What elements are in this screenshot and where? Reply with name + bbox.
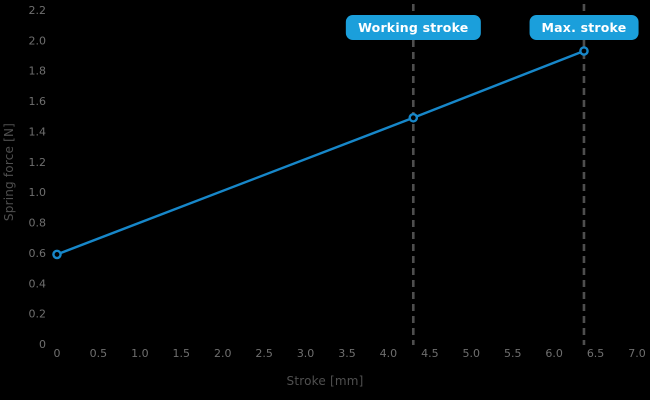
x-tick-label: 0.5 [90, 347, 108, 360]
working-stroke-annotation-box: Working stroke [346, 15, 481, 40]
x-tick-label: 6.0 [545, 347, 563, 360]
series-line [56, 49, 585, 256]
y-tick-label: 2.2 [29, 4, 47, 17]
x-tick-label: 4.0 [380, 347, 398, 360]
y-tick-label: 0 [39, 338, 46, 351]
x-tick-label: 0 [54, 347, 61, 360]
x-tick-label: 5.0 [463, 347, 481, 360]
x-tick-label: 3.5 [338, 347, 356, 360]
y-tick-label: 1.2 [29, 156, 47, 169]
x-tick-label: 6.5 [587, 347, 605, 360]
max-stroke-annotation-box: Max. stroke [529, 15, 639, 40]
y-axis-label: Spring force [N] [2, 122, 16, 222]
data-point-marker [408, 112, 419, 123]
x-tick-label: 7.0 [628, 347, 646, 360]
y-tick-label: 1.6 [29, 95, 47, 108]
y-tick-label: 1.0 [29, 186, 47, 199]
x-tick-label: 1.5 [173, 347, 191, 360]
y-tick-label: 1.8 [29, 65, 47, 78]
x-tick-label: 4.5 [421, 347, 439, 360]
data-point-marker [579, 46, 589, 56]
x-tick-label: 2.0 [214, 347, 232, 360]
x-axis-label: Stroke [mm] [286, 374, 364, 388]
y-tick-label: 0.4 [29, 277, 47, 290]
x-tick-label: 3.0 [297, 347, 315, 360]
x-tick-label: 2.5 [255, 347, 273, 360]
x-tick-label: 1.0 [131, 347, 149, 360]
y-tick-label: 1.4 [29, 125, 47, 138]
x-tick-label: 5.5 [504, 347, 522, 360]
y-tick-label: 0.8 [29, 217, 47, 230]
y-tick-label: 0.6 [29, 247, 47, 260]
y-tick-label: 0.2 [29, 308, 47, 321]
data-point-marker [52, 249, 62, 260]
y-tick-label: 2.0 [29, 34, 47, 47]
